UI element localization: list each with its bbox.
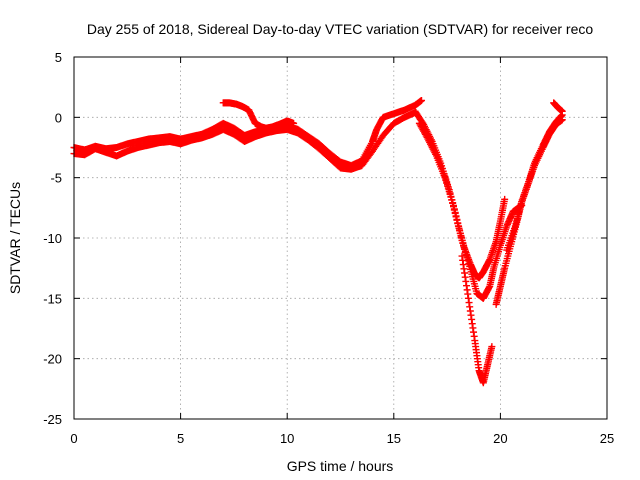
data-point-fill bbox=[452, 212, 460, 220]
series-track-i bbox=[550, 99, 566, 115]
y-tick-label: -20 bbox=[43, 352, 62, 367]
data-point bbox=[501, 195, 509, 203]
chart-title: Day 255 of 2018, Sidereal Day-to-day VTE… bbox=[87, 21, 593, 37]
x-tick-label: 15 bbox=[387, 431, 401, 446]
data-point-fill bbox=[455, 226, 463, 234]
data-point bbox=[449, 201, 457, 209]
series-track-f bbox=[458, 252, 496, 387]
x-tick-labels: 0 5 10 15 20 25 bbox=[70, 431, 614, 446]
y-tick-label: -15 bbox=[43, 291, 62, 306]
x-tick-label: 0 bbox=[70, 431, 77, 446]
data-point bbox=[558, 107, 566, 115]
y-tick-label: -25 bbox=[43, 412, 62, 427]
y-tick-label: 5 bbox=[55, 50, 62, 65]
series-track-d bbox=[411, 107, 509, 282]
data-points bbox=[70, 96, 566, 387]
series-track-h bbox=[503, 111, 566, 254]
axis-ticks bbox=[73, 56, 608, 420]
data-point-fill bbox=[456, 229, 464, 237]
x-tick-label: 20 bbox=[493, 431, 507, 446]
data-point bbox=[488, 343, 496, 351]
series-track-e bbox=[415, 119, 526, 302]
data-point-fill bbox=[453, 215, 461, 223]
y-tick-labels: -25 -20 -15 -10 -5 0 5 bbox=[43, 50, 62, 427]
series-track-b bbox=[70, 109, 419, 173]
x-axis-label: GPS time / hours bbox=[287, 458, 394, 474]
data-point bbox=[418, 96, 426, 104]
x-tick-label: 25 bbox=[600, 431, 614, 446]
y-tick-label: -10 bbox=[43, 231, 62, 246]
data-point-fill bbox=[457, 233, 465, 241]
data-point-fill bbox=[455, 222, 463, 230]
data-point bbox=[290, 119, 298, 127]
x-tick-label: 5 bbox=[177, 431, 184, 446]
x-tick-label: 10 bbox=[280, 431, 294, 446]
data-point-fill bbox=[454, 219, 462, 227]
y-tick-label: -5 bbox=[50, 171, 62, 186]
y-axis-label: SDTVAR / TECUs bbox=[7, 182, 23, 294]
data-point-fill bbox=[450, 205, 458, 213]
series-track-c bbox=[219, 99, 298, 132]
data-point-fill bbox=[451, 208, 459, 216]
y-tick-label: 0 bbox=[55, 110, 62, 125]
